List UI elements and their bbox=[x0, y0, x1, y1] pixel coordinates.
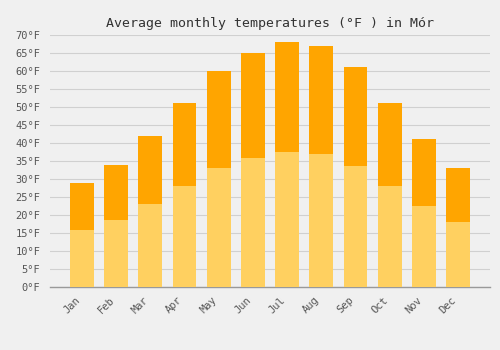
Bar bbox=[70, 183, 94, 230]
Bar bbox=[207, 71, 231, 287]
Bar bbox=[241, 53, 265, 158]
Bar bbox=[138, 136, 162, 204]
Bar bbox=[104, 164, 128, 220]
Bar bbox=[446, 168, 470, 222]
Bar bbox=[275, 42, 299, 287]
Bar bbox=[104, 164, 128, 287]
Bar bbox=[412, 139, 436, 206]
Bar bbox=[446, 168, 470, 287]
Bar bbox=[310, 46, 333, 287]
Bar bbox=[172, 103, 197, 186]
Bar bbox=[275, 42, 299, 152]
Bar bbox=[241, 53, 265, 287]
Bar bbox=[70, 183, 94, 287]
Bar bbox=[310, 46, 333, 154]
Bar bbox=[344, 68, 367, 166]
Title: Average monthly temperatures (°F ) in Mór: Average monthly temperatures (°F ) in Mó… bbox=[106, 17, 434, 30]
Bar bbox=[172, 103, 197, 287]
Bar bbox=[378, 103, 402, 186]
Bar bbox=[412, 139, 436, 287]
Bar bbox=[207, 71, 231, 168]
Bar bbox=[344, 68, 367, 287]
Bar bbox=[378, 103, 402, 287]
Bar bbox=[138, 136, 162, 287]
